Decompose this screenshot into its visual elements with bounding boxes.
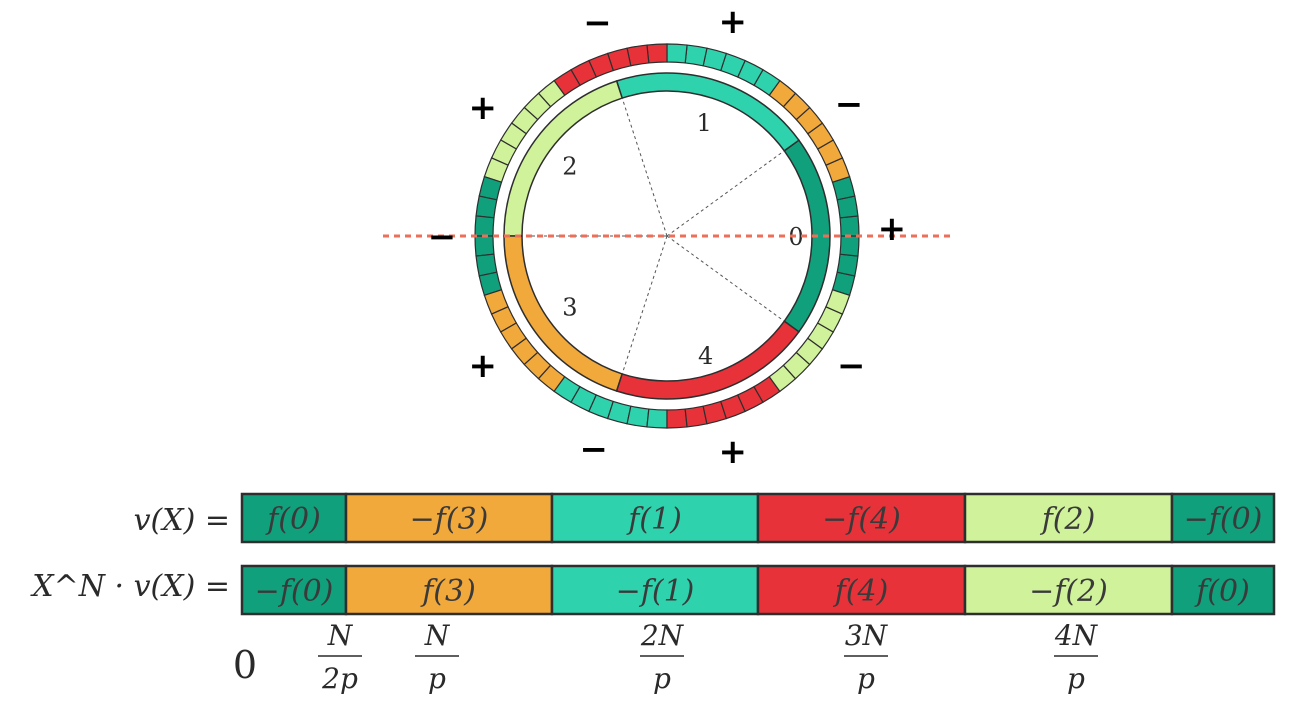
minus-sign-marker: −: [835, 85, 864, 125]
tick-numerator: N: [327, 619, 354, 652]
outer-cell: [684, 44, 708, 67]
tick-denominator: 2p: [321, 662, 358, 695]
minus-sign-marker: −: [837, 346, 866, 386]
coefficient-rows: f(0) −f(3) f(1) −f(4) f(2) −f(0) −f(0) f(3) −f(1…: [240, 492, 1276, 616]
row-1-segment-5: [1170, 564, 1276, 616]
row-1-segment-label-0: −f(0): [255, 574, 334, 609]
tick-numerator: 3N: [845, 619, 889, 652]
plus-sign-marker: +: [878, 209, 907, 249]
spoke-line: [666, 150, 785, 237]
spoke-line: [666, 235, 785, 322]
row-1-segment-label-4: −f(2): [1029, 574, 1108, 609]
row-1-segment-3: [756, 564, 967, 616]
row-1-segment-label-5: f(0): [1194, 574, 1250, 609]
tick-numerator: 4N: [1054, 619, 1099, 652]
row-1-segment-1: [344, 564, 554, 616]
row-1-segment-2: [550, 564, 760, 616]
outer-cell: [666, 43, 688, 64]
outer-cell: [836, 253, 859, 277]
plus-sign-marker: +: [719, 2, 748, 42]
plus-sign-marker: +: [468, 88, 497, 128]
tick-numerator: 2N: [640, 619, 685, 652]
plus-sign-marker: +: [468, 346, 497, 386]
outer-cell: [474, 235, 495, 257]
minus-sign-marker: −: [579, 430, 608, 470]
row-0-segment-label-4: f(2): [1040, 502, 1096, 537]
row-0-segment-0: [240, 492, 348, 544]
tick-numerator: N: [424, 619, 451, 652]
row-0-segment-label-5: −f(0): [1184, 502, 1263, 537]
sign-markers: + − + − + − + − + −: [428, 2, 906, 472]
sector-label-2: 2: [562, 152, 577, 180]
outer-cell: [839, 235, 860, 257]
tick-denominator: p: [653, 662, 671, 695]
spoke-line: [621, 97, 668, 237]
outer-cell: [475, 195, 498, 219]
spoke-line: [621, 235, 668, 375]
row-0-segment-label-0: f(0): [265, 502, 321, 537]
outer-cell: [646, 408, 668, 429]
row-1-segment-label-2: −f(1): [616, 574, 695, 609]
tick-denominator: p: [857, 662, 875, 695]
row-0-segment-2: [550, 492, 760, 544]
outer-cell: [825, 289, 851, 315]
row-0-segment-label-2: f(1): [626, 502, 682, 537]
row-0-segment-5: [1170, 492, 1276, 544]
row-0-segment-label-3: −f(4): [822, 502, 901, 537]
plus-sign-marker: +: [719, 432, 748, 472]
sector-label-1: 1: [696, 109, 711, 137]
minus-sign-marker: −: [583, 3, 612, 43]
row-label-v: v(X) =: [134, 503, 230, 538]
tick-denominator: p: [1067, 662, 1085, 695]
row-0-segment-3: [756, 492, 967, 544]
row-1-segment-label-1: f(3): [420, 574, 476, 609]
circle-diagram: 01234: [383, 43, 950, 429]
outer-cell: [474, 215, 495, 237]
axis-ticks: 0 N 2p Np 2N p 3N p 4N p: [233, 619, 1099, 695]
minus-sign-marker: −: [428, 217, 457, 257]
row-1-segment-label-3: f(4): [833, 574, 889, 609]
row-label-xn-v: X^N · v(X) =: [30, 569, 230, 604]
sector-label-3: 3: [562, 294, 577, 322]
tick-denominator: p: [428, 662, 446, 695]
tick-label-zero: 0: [233, 643, 257, 687]
outer-cell: [666, 408, 688, 429]
inner-sector-4: [615, 320, 800, 400]
outer-cell: [646, 43, 668, 64]
outer-cell: [839, 215, 860, 237]
row-0-segment-label-1: −f(3): [410, 502, 489, 537]
outer-cell: [626, 405, 650, 428]
sector-label-4: 4: [698, 342, 713, 370]
